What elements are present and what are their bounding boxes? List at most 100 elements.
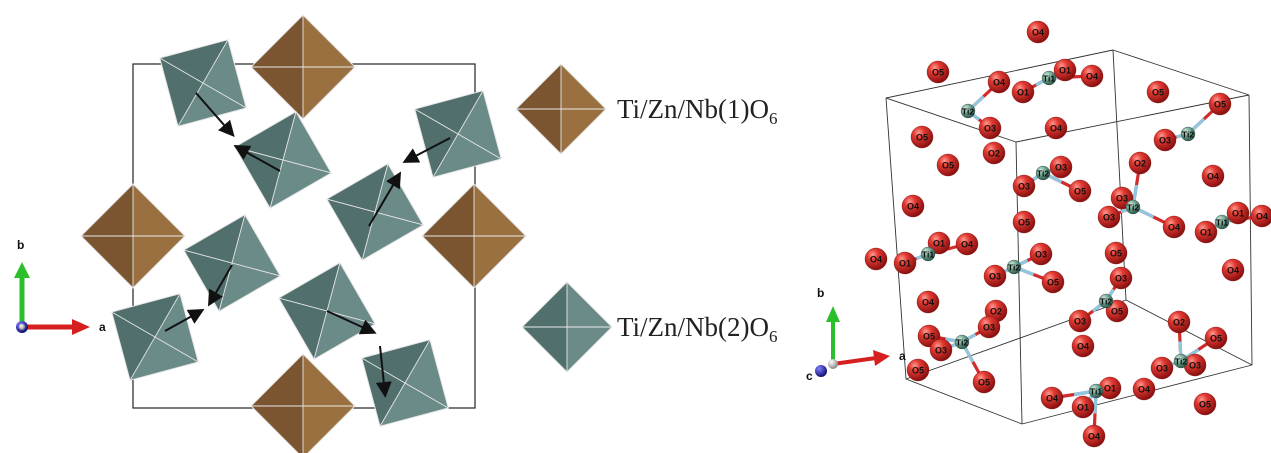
legend-label-nb2: Ti/Zn/Nb(2)O (617, 312, 769, 342)
displacement-arrow (375, 345, 392, 398)
oxygen-label: O2 (990, 307, 1002, 317)
oxygen-atom: O5 (1208, 92, 1232, 116)
oxygen-label: O3 (1074, 317, 1086, 327)
cell-edge (885, 97, 907, 380)
titanium-label: Ti2 (1175, 357, 1187, 367)
svg-text:Ti/Zn/Nb(1)O6: Ti/Zn/Nb(1)O6 (617, 94, 778, 128)
octahedron-nb2 (361, 339, 449, 427)
oxygen-label: O1 (1200, 228, 1212, 238)
a-axis-arrow-right (832, 356, 877, 366)
titanium-label: Ti2 (962, 107, 974, 117)
oxygen-label: O4 (1256, 212, 1268, 222)
titanium-atom: Ti2 (1173, 353, 1189, 369)
octahedron-nb2 (234, 111, 332, 209)
legend-subscript-nb1: 6 (769, 109, 778, 128)
legend-swatch-octa1 (515, 63, 607, 155)
oxygen-label: O3 (1115, 274, 1127, 284)
legend-subscript-nb2: 6 (769, 327, 778, 346)
oxygen-label: O1 (1104, 384, 1116, 394)
oxygen-label: O3 (935, 346, 947, 356)
titanium-label: Ti1 (922, 250, 934, 260)
titanium-atom: Ti1 (1088, 383, 1104, 399)
c-axis-label-right: c (806, 369, 813, 383)
octahedron-nb2 (183, 214, 281, 312)
oxygen-atom: O4 (1132, 377, 1156, 401)
titanium-label: Ti2 (1182, 130, 1194, 140)
legend-octahedron-nb2 (521, 281, 613, 373)
oxygen-label: O2 (1173, 318, 1185, 328)
oxygen-atom: O3 (1109, 266, 1133, 290)
titanium-label: Ti2 (956, 338, 968, 348)
displacement-arrow (233, 145, 281, 172)
a-axis-label-right: a (899, 349, 906, 363)
oxygen-atom: O5 (1104, 241, 1128, 265)
b-axis-label: b (17, 238, 24, 252)
legend-item-nb1: Ti/Zn/Nb(1)O6 (515, 63, 778, 155)
legend-item-nb2: Ti/Zn/Nb(2)O6 (521, 281, 778, 373)
oxygen-atom: O3 (1097, 205, 1121, 229)
cell-edge (905, 378, 1023, 425)
bonds-layer (904, 68, 1263, 437)
oxygen-label: O4 (1138, 385, 1150, 395)
displacement-arrow (195, 92, 235, 138)
oxygen-atom: O4 (1201, 164, 1225, 188)
b-axis-arrowhead-right (826, 306, 840, 322)
b-axis-arrowhead (14, 262, 30, 278)
oxygen-atom: O3 (978, 116, 1002, 140)
oxygen-label: O1 (1077, 403, 1089, 413)
oxygen-atom: O4 (955, 232, 979, 256)
oxygen-label: O4 (1207, 172, 1219, 182)
oxygen-atom: O3 (1150, 356, 1174, 380)
titanium-atom: Ti2 (1098, 293, 1114, 309)
oxygen-atom: O4 (901, 194, 925, 218)
oxygen-atom: O1 (1011, 80, 1035, 104)
oxygen-label: O1 (1017, 88, 1029, 98)
oxygen-label: O3 (989, 272, 1001, 282)
oxygen-label: O5 (932, 68, 944, 78)
oxygen-label: O1 (1059, 66, 1071, 76)
oxygen-label: O3 (1055, 163, 1067, 173)
oxygen-atom: O4 (1071, 334, 1095, 358)
oxygen-atom: O5 (910, 125, 934, 149)
cell-edge (1125, 299, 1253, 366)
titanium-atom: Ti1 (920, 246, 936, 262)
titanium-label: Ti1 (1043, 74, 1055, 84)
legend: Ti/Zn/Nb(1)O6 Ti/Zn/Nb(2)O6 (515, 63, 778, 373)
oxygen-label: O3 (1018, 182, 1030, 192)
oxygen-label: O5 (1074, 187, 1086, 197)
oxygen-label: O3 (1035, 250, 1047, 260)
oxygen-label: O3 (1103, 213, 1115, 223)
oxygen-label: O5 (1199, 400, 1211, 410)
oxygen-atom: O5 (1193, 392, 1217, 416)
oxygen-label: O5 (942, 161, 954, 171)
oxygen-atom: O4 (1250, 204, 1271, 228)
oxygen-atom: O4 (1082, 424, 1106, 448)
titanium-atom: Ti2 (1180, 126, 1196, 142)
oxygen-label: O5 (1111, 307, 1123, 317)
oxygen-atom: O1 (1194, 220, 1218, 244)
oxygen-atom: O5 (936, 153, 960, 177)
displacement-arrow (326, 310, 377, 335)
oxygen-atom: O5 (1041, 270, 1065, 294)
oxygen-label: O4 (1086, 72, 1098, 82)
oxygen-label: O3 (984, 124, 996, 134)
left-panel: b a Ti/Zn/Nb(1)O6 Ti/Zn/Nb(2)O6 (14, 14, 778, 453)
atoms-layer: O4 O4 O1 O1 O4 O5 O3 O5 O5 O2 O4 O3 O3 O5 O2 O5 O5 O3 O4 O3… (864, 20, 1271, 448)
oxygen-atom: O4 (1080, 64, 1104, 88)
oxygen-label: O1 (933, 239, 945, 249)
oxygen-label: O5 (1210, 334, 1222, 344)
right-panel: O4 O4 O1 O1 O4 O5 O3 O5 O5 O2 O4 O3 O3 O5 O2 O5 O5 O3 O4 O3… (806, 20, 1271, 448)
oxygen-atom: O5 (1068, 179, 1092, 203)
octahedron-nb2 (159, 39, 247, 127)
oxygen-atom: O4 (1026, 20, 1050, 44)
oxygen-atom: O3 (977, 315, 1001, 339)
axes-indicator-right: b a c (806, 286, 906, 383)
oxygen-label: O4 (1088, 432, 1100, 442)
oxygen-atom: O3 (1068, 309, 1092, 333)
oxygen-atom: O3 (983, 264, 1007, 288)
octahedron-nb1 (421, 183, 527, 289)
titanium-label: Ti2 (1127, 203, 1139, 213)
oxygen-label: O3 (1156, 364, 1168, 374)
oxygen-label: O3 (1159, 136, 1171, 146)
